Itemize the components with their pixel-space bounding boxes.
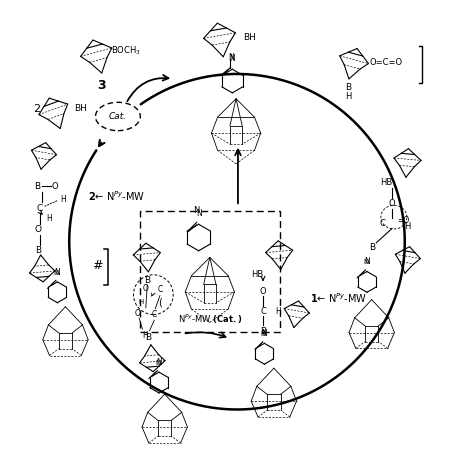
Text: N: N [229,55,235,64]
Text: N: N [262,329,267,338]
Text: H: H [404,222,410,231]
Text: BOCH$_3$: BOCH$_3$ [111,45,141,57]
Text: N: N [55,268,60,277]
Text: O=C=O: O=C=O [369,58,402,67]
Text: =O: =O [397,216,409,225]
Text: B: B [34,182,40,191]
Text: O: O [52,182,58,191]
Text: O: O [389,200,395,209]
Text: N: N [364,257,370,266]
Text: H: H [142,331,148,340]
Text: B: B [369,243,375,252]
Text: H: H [345,92,351,101]
Text: HB: HB [380,178,392,187]
Text: $\mathbf{3}$: $\mathbf{3}$ [98,79,107,92]
Text: H: H [60,195,65,204]
Text: O: O [260,287,266,296]
Text: O: O [135,309,141,318]
Text: N: N [196,209,201,218]
Text: O: O [35,226,42,235]
Text: C: C [37,204,43,213]
Text: 2: 2 [34,104,41,114]
Text: BH: BH [243,33,255,42]
Text: B: B [345,82,351,91]
Text: H: H [275,307,281,316]
Text: B: B [144,276,150,285]
Text: C: C [152,310,157,319]
Text: C: C [380,219,385,228]
Text: Cat.: Cat. [109,112,127,121]
Text: N: N [261,331,266,337]
Text: H: H [138,299,144,305]
Text: (: ( [158,297,162,307]
Text: H: H [46,214,52,223]
Text: N$^{Py}$-MW $\bf{(Cat.)}$: N$^{Py}$-MW $\bf{(Cat.)}$ [178,312,242,326]
Text: N: N [155,360,161,366]
Text: $\mathbf{2}$← N$^{Py}$-MW: $\mathbf{2}$← N$^{Py}$-MW [88,189,146,203]
Text: N: N [228,53,234,62]
Text: C: C [157,285,163,294]
FancyBboxPatch shape [140,211,280,331]
Text: BH: BH [74,104,87,113]
Text: #: # [92,259,103,272]
Text: C: C [260,307,266,316]
Text: HB: HB [251,270,263,279]
Text: N: N [54,270,59,276]
Text: N: N [364,259,369,265]
Text: B: B [260,327,266,336]
Text: B: B [35,246,41,255]
Text: $\mathbf{1}$← N$^{Py}$-MW: $\mathbf{1}$← N$^{Py}$-MW [310,292,367,305]
Text: B: B [146,333,152,342]
Text: N: N [156,358,162,367]
Text: O: O [143,284,149,293]
Text: N: N [193,206,200,215]
